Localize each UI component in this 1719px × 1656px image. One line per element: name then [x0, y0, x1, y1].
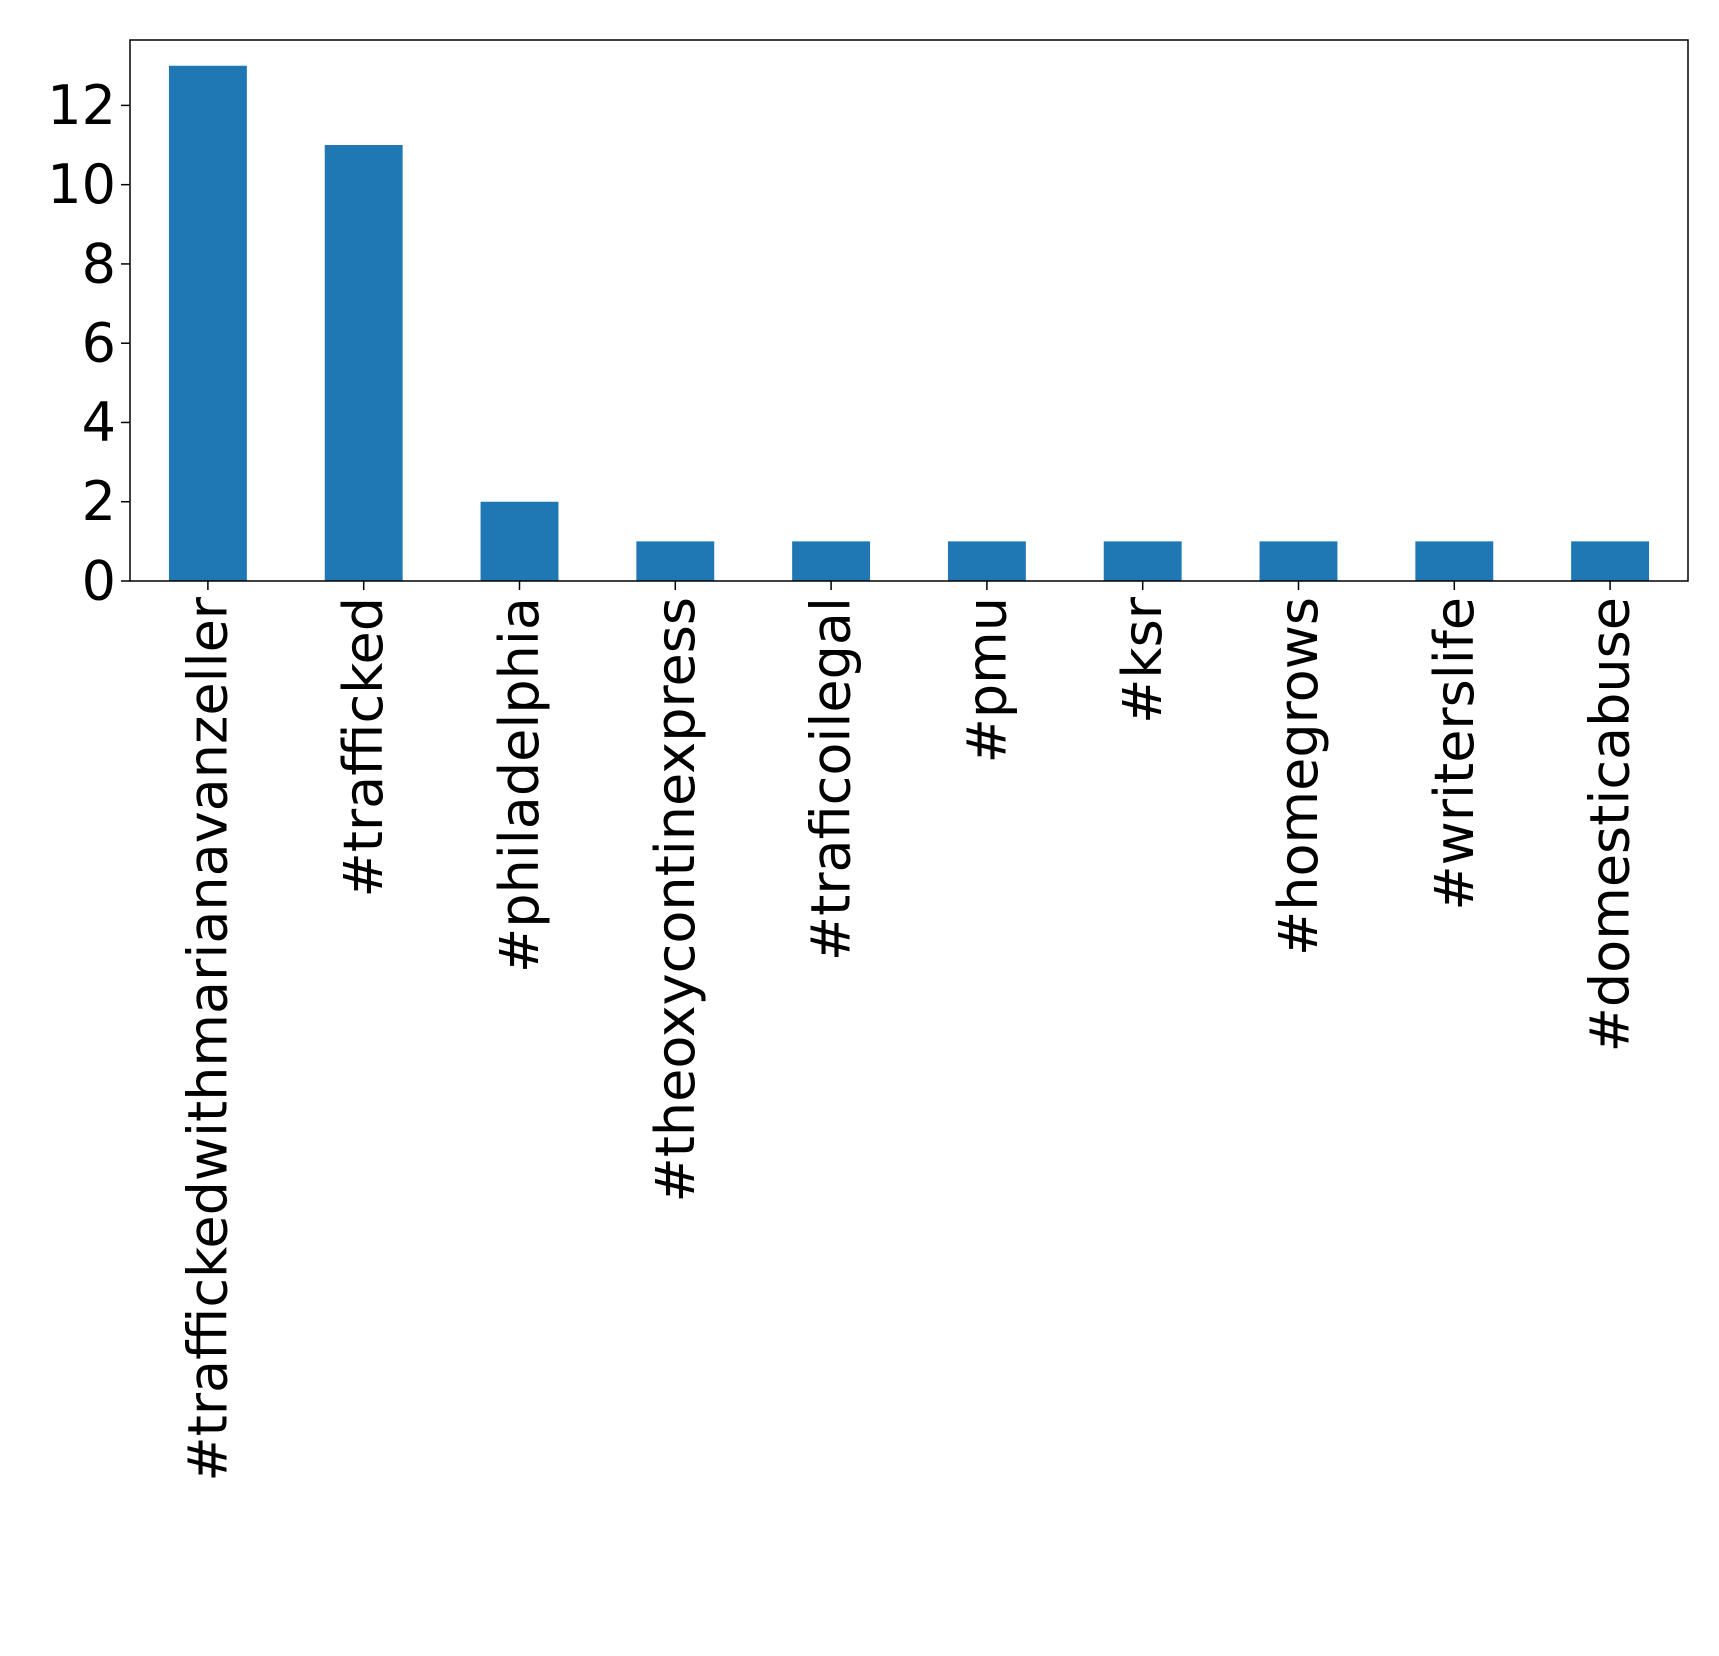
x-tick-label: #writerslife [1423, 597, 1486, 911]
bar [792, 541, 871, 581]
bar [1571, 541, 1650, 581]
bars-layer [168, 65, 1650, 581]
x-tick-label: #pmu [955, 597, 1018, 763]
y-tick-label: 8 [82, 232, 116, 295]
y-axis: 0 2 4 6 8 10 12 [47, 74, 130, 613]
y-tick-label: 2 [82, 470, 116, 533]
bar [1415, 541, 1494, 581]
y-tick-label: 12 [47, 74, 116, 137]
y-tick-label: 0 [82, 550, 116, 613]
x-tick-label: #theoxycontinexpress [644, 597, 707, 1203]
plot-frame [129, 39, 1689, 582]
x-tick-label: #traffickedwithmarianavanzeller [176, 596, 239, 1481]
x-tick-label: #ksr [1111, 596, 1174, 724]
x-axis: #traffickedwithmarianavanzeller #traffick… [176, 581, 1642, 1482]
x-tick-label: #trafficked [332, 597, 395, 897]
y-tick-label: 6 [82, 312, 116, 375]
x-tick-label: #domesticabuse [1579, 597, 1642, 1052]
x-tick-label: #homegrows [1267, 597, 1330, 956]
bar [324, 145, 403, 581]
bar [636, 541, 715, 581]
bar [168, 65, 247, 581]
bar [947, 541, 1026, 581]
bar [480, 501, 559, 581]
x-tick-label: #philadelphia [488, 597, 551, 973]
x-tick-label: #traficoilegal [800, 597, 863, 961]
bar [1103, 541, 1182, 581]
bar [1259, 541, 1338, 581]
y-tick-label: 10 [47, 153, 116, 216]
y-tick-label: 4 [82, 391, 116, 454]
